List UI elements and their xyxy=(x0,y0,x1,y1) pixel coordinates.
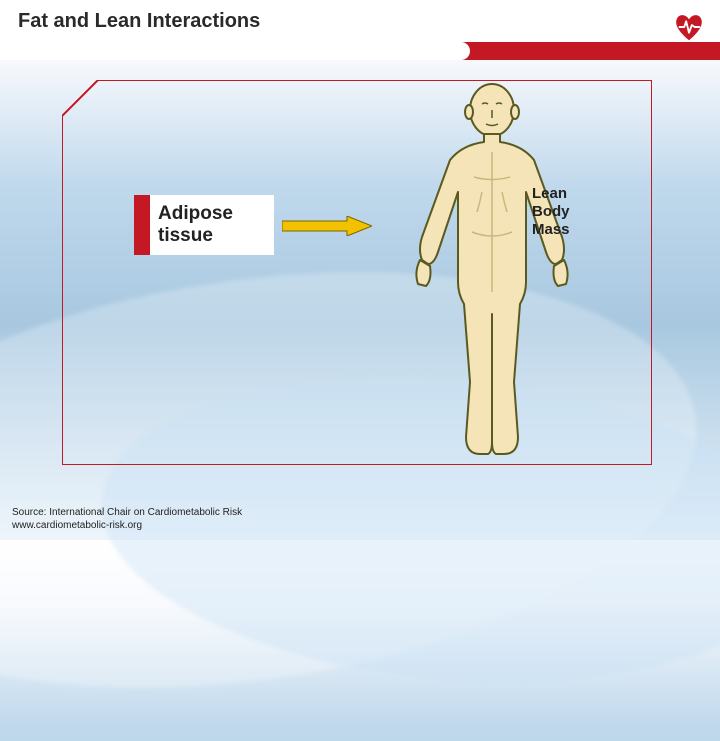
adipose-red-bar xyxy=(134,195,150,255)
adipose-label-line2: tissue xyxy=(158,225,213,246)
diagram-frame: Adipose tissue xyxy=(62,80,652,465)
adipose-tissue-box: Adipose tissue xyxy=(134,195,274,255)
lean-body-mass-label: Lean Body Mass xyxy=(532,185,570,239)
lean-label-line2: Body xyxy=(532,203,570,220)
lean-label-line3: Mass xyxy=(532,221,570,238)
header: Fat and Lean Interactions xyxy=(0,0,720,60)
page-title: Fat and Lean Interactions xyxy=(18,10,702,33)
human-body-icon xyxy=(392,82,592,462)
adipose-label-line1: Adipose xyxy=(158,203,233,224)
source-citation: Source: International Chair on Cardiomet… xyxy=(12,507,242,532)
heart-logo-icon xyxy=(670,8,708,46)
arrow-icon xyxy=(282,216,372,236)
source-line1: Source: International Chair on Cardiomet… xyxy=(12,507,242,518)
lean-label-line1: Lean xyxy=(532,185,567,202)
header-white-tab xyxy=(0,42,470,60)
source-line2: www.cardiometabolic-risk.org xyxy=(12,520,142,531)
adipose-label: Adipose tissue xyxy=(150,203,233,247)
